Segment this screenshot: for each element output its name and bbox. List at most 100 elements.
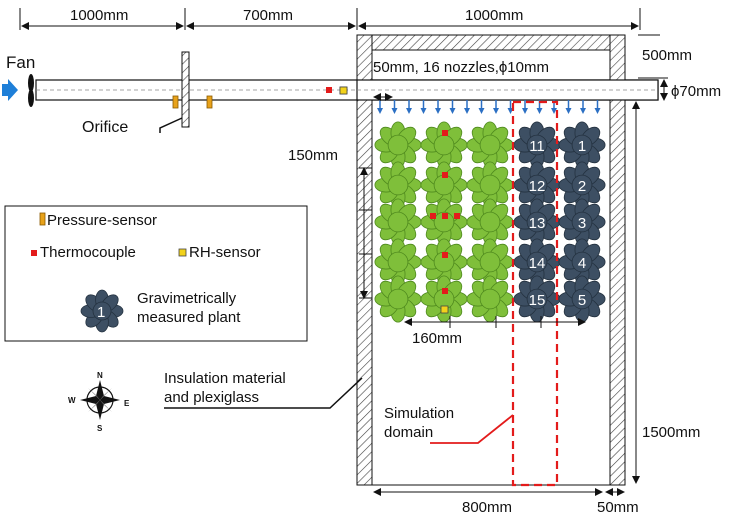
nozzle-arrow-icon <box>435 100 441 114</box>
legend-pressure-label: Pressure-sensor <box>47 212 157 229</box>
dim-wall-thickness: 50mm <box>597 499 639 516</box>
plant-icon <box>558 161 606 209</box>
legend-rh-icon <box>178 248 187 257</box>
legend-thermocouple-icon <box>31 250 37 256</box>
compass-s: S <box>97 424 103 433</box>
plant-icon <box>374 161 422 209</box>
plant-number-label: 12 <box>529 178 546 195</box>
plant-icon <box>513 198 561 246</box>
bottom-dimensions: 800mm 50mm <box>373 488 639 516</box>
dim-chamber-width: 800mm <box>462 499 512 516</box>
plant-icon <box>374 121 422 169</box>
thermocouple-marker <box>442 252 448 258</box>
nozzle-arrow-icon <box>594 100 601 114</box>
plant-icon <box>513 121 561 169</box>
top-dimensions: 1000mm 700mm 1000mm <box>19 7 641 30</box>
plant-icon <box>558 275 606 323</box>
insulation-label-line2: and plexiglass <box>164 389 259 406</box>
plant-icon <box>420 121 468 169</box>
plant-icon <box>420 275 468 323</box>
plant-grid: 11 112 213 314 415 5 <box>374 121 606 323</box>
compass-n: N <box>97 371 103 380</box>
plant-icon <box>513 161 561 209</box>
legend-plant-icon <box>80 289 124 333</box>
nozzle-arrow-icon <box>493 100 499 114</box>
legend-pressure-icon <box>39 212 46 226</box>
nozzle-spec-label: 50mm, 16 nozzles,ϕ10mm <box>373 59 549 76</box>
thermocouple-marker <box>442 213 448 219</box>
simulation-callout: Simulation domain <box>384 405 514 444</box>
plant-icon <box>420 238 468 286</box>
simulation-label-line1: Simulation <box>384 405 454 422</box>
col-spacing-dimension: 160mm <box>404 316 586 347</box>
fan-blade-icon <box>28 74 34 92</box>
nozzle-arrow-icon <box>464 100 470 114</box>
plant-number-label: 4 <box>578 255 586 272</box>
legend: Pressure-sensor Thermocouple RH-sensor 1… <box>4 205 308 342</box>
thermocouple-marker <box>442 172 448 178</box>
orifice-label: Orifice <box>82 119 128 136</box>
grid-sensors <box>430 130 460 314</box>
nozzle-arrow-icon <box>406 100 412 114</box>
plant-number-label: 14 <box>529 255 546 272</box>
chamber-right-wall <box>609 34 626 486</box>
chamber-inner <box>371 49 611 486</box>
plant-icon <box>513 238 561 286</box>
plant-icon <box>466 121 514 169</box>
dim-col-spacing: 160mm <box>412 330 462 347</box>
plant-number-label: 1 <box>578 138 586 155</box>
plant-icon <box>466 198 514 246</box>
nozzle-arrow-icon <box>580 100 586 114</box>
dim-top-left: 1000mm <box>70 7 128 24</box>
fan: Fan <box>2 53 35 107</box>
row-spacing-dimension: 150mm <box>288 147 372 299</box>
orifice-plate <box>181 51 190 128</box>
fan-arrow-icon <box>2 79 18 101</box>
nozzle-arrow-icon <box>449 100 456 114</box>
thermocouple-marker <box>442 288 448 294</box>
dim-top-right: 1000mm <box>465 7 523 24</box>
nozzle-arrow-icon <box>391 100 398 114</box>
legend-rh-label: RH-sensor <box>189 244 261 261</box>
fan-label: Fan <box>6 53 35 72</box>
nozzle-arrows <box>377 100 601 114</box>
legend-plant-label-line2: measured plant <box>137 309 241 326</box>
simulation-domain <box>511 100 559 487</box>
thermocouple-marker <box>442 130 448 136</box>
dim-pipe-dia: ϕ70mm <box>671 83 721 100</box>
dim-height-right: 500mm <box>642 47 692 64</box>
plant-icon <box>374 198 422 246</box>
rh-sensor-marker <box>440 305 449 314</box>
pressure-sensor <box>172 95 179 109</box>
dim-chamber-height: 1500mm <box>642 424 700 441</box>
plant-number-label: 3 <box>578 215 586 232</box>
plant-number-label: 11 <box>529 138 545 155</box>
simulation-label-line2: domain <box>384 424 433 441</box>
thermocouple-marker <box>454 213 460 219</box>
legend-plant-number: 1 <box>97 304 105 321</box>
legend-plant-label-line1: Gravimetrically <box>137 290 237 307</box>
plant-icon <box>466 238 514 286</box>
plant-number-label: 2 <box>578 178 586 195</box>
compass-e: E <box>124 399 130 408</box>
nozzle-arrow-icon <box>478 100 485 114</box>
nozzle-arrow-icon <box>377 100 383 114</box>
plant-icon <box>374 275 422 323</box>
plant-icon <box>558 238 606 286</box>
plant-icon <box>558 121 606 169</box>
compass-w: W <box>68 396 76 405</box>
plant-icon <box>513 275 561 323</box>
legend-thermocouple-label: Thermocouple <box>40 244 136 261</box>
plant-icon <box>558 198 606 246</box>
plant-number-label: 15 <box>529 292 546 309</box>
plant-number-label: 13 <box>529 215 546 232</box>
compass-rose-icon: N S E W <box>68 371 130 433</box>
insulation-callout: Insulation material and plexiglass <box>164 370 363 409</box>
pressure-sensor <box>206 95 213 109</box>
nozzle-arrow-icon <box>420 100 427 114</box>
insulation-label-line1: Insulation material <box>164 370 286 387</box>
plant-icon <box>420 198 468 246</box>
nozzle-arrow-icon <box>565 100 572 114</box>
plant-icon <box>420 161 468 209</box>
